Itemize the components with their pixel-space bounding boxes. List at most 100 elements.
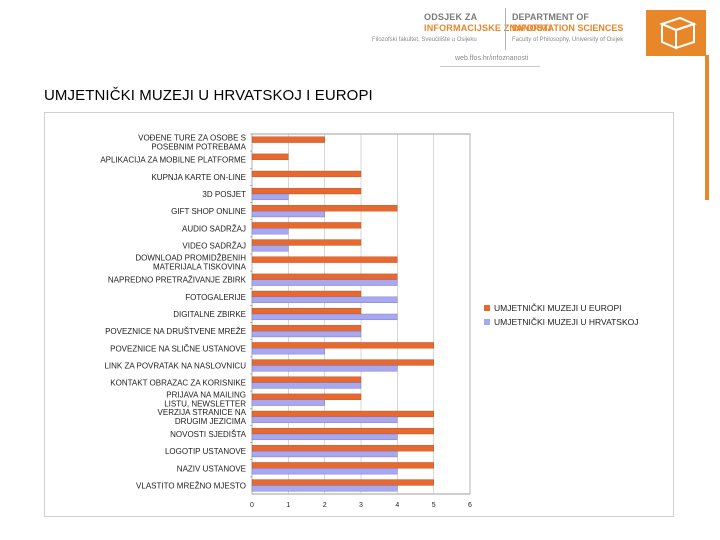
- dept-hr-line3: Filozofski fakultet, Sveučilište u Osije…: [372, 37, 477, 43]
- category-label: KONTAKT OBRAZAC ZA KORISNIKE: [110, 379, 246, 388]
- accent-bar: [705, 55, 709, 200]
- bar-croatia: [251, 468, 398, 475]
- bar-croatia: [251, 228, 289, 235]
- category-label-line: PRIJAVA NA MAILING: [166, 391, 246, 400]
- dept-en-line2: INFORMATION SCIENCES: [512, 23, 624, 33]
- bar-croatia: [251, 193, 289, 201]
- dept-hr-line2: INFORMACIJSKE ZNANOSTI: [424, 23, 552, 33]
- bar-europe: [251, 239, 362, 246]
- category-label-line: FOTOGALERIJE: [185, 293, 246, 302]
- bar-europe: [251, 222, 362, 229]
- dept-hr-line1: ODSJEK ZA: [424, 12, 478, 22]
- bar-europe: [251, 445, 434, 452]
- x-tick-label: 4: [395, 502, 399, 509]
- slide-title: UMJETNIČKI MUZEJI U HRVATSKOJ I EUROPI: [44, 87, 373, 104]
- header-divider: [505, 8, 506, 50]
- dept-en-line3: Faculty of Philosophy, University of Osi…: [512, 37, 624, 43]
- category-label: PRIJAVA NA MAILING LISTU, NEWSLETTER: [164, 391, 246, 409]
- bar-croatia: [251, 313, 398, 321]
- bar-europe: [251, 427, 434, 435]
- bar-europe: [251, 256, 398, 263]
- category-label: LOGOTIP USTANOVE: [165, 447, 246, 456]
- bar-croatia: [251, 399, 325, 406]
- category-label: KUPNJA KARTE ON-LINE: [151, 173, 246, 182]
- url-underline: [440, 66, 540, 67]
- bar-croatia: [251, 450, 398, 458]
- category-label: VLASTITO MREŽNO MJESTO: [136, 481, 246, 490]
- bar-croatia: [251, 365, 398, 372]
- category-label-line: LOGOTIP USTANOVE: [165, 447, 246, 456]
- category-label: APLIKACIJA ZA MOBILNE PLATFORME: [100, 156, 246, 165]
- dept-en-line1: DEPARTMENT OF: [512, 12, 589, 22]
- bar-croatia: [251, 485, 398, 492]
- bar-europe: [251, 170, 362, 178]
- bar-europe: [251, 136, 325, 143]
- legend-label: UMJETNIČKI MUZEJI U EUROPI: [494, 303, 622, 313]
- bar-croatia: [251, 296, 398, 303]
- category-label: VERZIJA STRANICE NA DRUGIM JEZICIMA: [158, 408, 247, 426]
- bar-croatia: [251, 348, 325, 355]
- bar-croatia: [251, 245, 289, 252]
- category-label-line: POVEZNICE NA DRUŠTVENE MREŽE: [105, 327, 246, 336]
- x-tick-label: 3: [359, 502, 363, 509]
- bar-europe: [251, 273, 398, 280]
- bar-croatia: [251, 330, 362, 338]
- category-label-line: VLASTITO MREŽNO MJESTO: [136, 481, 246, 490]
- category-label-line: AUDIO SADRŽAJ: [182, 224, 246, 233]
- category-label-line: DIGITALNE ZBIRKE: [173, 310, 246, 319]
- bar-europe: [251, 393, 362, 400]
- bar-europe: [251, 307, 362, 315]
- bar-europe: [251, 479, 434, 486]
- category-label-line: NAZIV USTANOVE: [177, 464, 246, 473]
- category-label-line: APLIKACIJA ZA MOBILNE PLATFORME: [100, 156, 246, 165]
- x-tick-label: 0: [250, 502, 254, 509]
- category-label: FOTOGALERIJE: [185, 293, 246, 302]
- category-label-line: DOWNLOAD PROMIDŽBENIH: [135, 254, 246, 263]
- category-label-line: LISTU, NEWSLETTER: [164, 400, 246, 409]
- category-label: DIGITALNE ZBIRKE: [173, 310, 246, 319]
- category-label: NOVOSTI SJEDIŠTA: [170, 430, 247, 439]
- bar-croatia: [251, 433, 398, 441]
- bar-europe: [251, 410, 434, 418]
- category-label: VIDEO SADRŽAJ: [182, 241, 246, 250]
- category-label-line: DRUGIM JEZICIMA: [175, 417, 247, 426]
- category-label-line: KONTAKT OBRAZAC ZA KORISNIKE: [110, 379, 246, 388]
- x-tick-label: 2: [323, 502, 327, 509]
- bar-europe: [251, 205, 398, 212]
- category-label: POVEZNICE NA SLIČNE USTANOVE: [110, 344, 246, 353]
- category-label: AUDIO SADRŽAJ: [182, 224, 246, 233]
- chart-frame: [44, 112, 674, 517]
- bar-croatia: [251, 279, 398, 286]
- bar-croatia: [251, 416, 398, 423]
- category-label-line: VIDEO SADRŽAJ: [182, 241, 246, 250]
- bar-croatia: [251, 210, 325, 218]
- bar-europe: [251, 376, 362, 383]
- category-label-line: VOĐENE TURE ZA OSOBE S: [138, 134, 246, 143]
- legend-label: UMJETNIČKI MUZEJI U HRVATSKOJ: [494, 317, 639, 327]
- bar-chart: 0 1 2 3 4 5 6 VOĐENE TURE ZA OSOBE S POSEBNIM PO…: [44, 112, 674, 517]
- bar-europe: [251, 325, 362, 332]
- category-label: NAPREDNO PRETRAŽIVANJE ZBIRK: [108, 276, 247, 285]
- category-label-line: POVEZNICE NA SLIČNE USTANOVE: [110, 344, 246, 353]
- category-label-line: VERZIJA STRANICE NA: [158, 408, 247, 417]
- category-label-line: LINK ZA POVRATAK NA NASLOVNICU: [104, 361, 246, 370]
- bar-europe: [251, 290, 362, 298]
- website-url[interactable]: web.ffos.hr/infoznanosti: [455, 55, 529, 62]
- category-label: LINK ZA POVRATAK NA NASLOVNICU: [104, 361, 246, 370]
- legend-swatch: [484, 319, 490, 325]
- bar-europe: [251, 153, 289, 160]
- category-label: DOWNLOAD PROMIDŽBENIH MATERIJALA TISKOVIN…: [135, 254, 246, 272]
- category-label: NAZIV USTANOVE: [177, 464, 246, 473]
- category-label: POVEZNICE NA DRUŠTVENE MREŽE: [105, 327, 246, 336]
- bar-europe: [251, 187, 362, 195]
- category-label-line: MATERIJALA TISKOVINA: [153, 263, 247, 272]
- cube-logo-icon: [646, 10, 706, 56]
- category-label-line: 3D POSJET: [202, 190, 246, 199]
- bar-europe: [251, 359, 434, 366]
- category-label-line: GIFT SHOP ONLINE: [171, 207, 246, 216]
- x-tick-label: 6: [468, 502, 472, 509]
- category-label-line: NOVOSTI SJEDIŠTA: [170, 430, 247, 439]
- category-label-line: KUPNJA KARTE ON-LINE: [151, 173, 246, 182]
- category-label: VOĐENE TURE ZA OSOBE S POSEBNIM POTREBAMA: [138, 134, 247, 152]
- bar-croatia: [251, 382, 362, 389]
